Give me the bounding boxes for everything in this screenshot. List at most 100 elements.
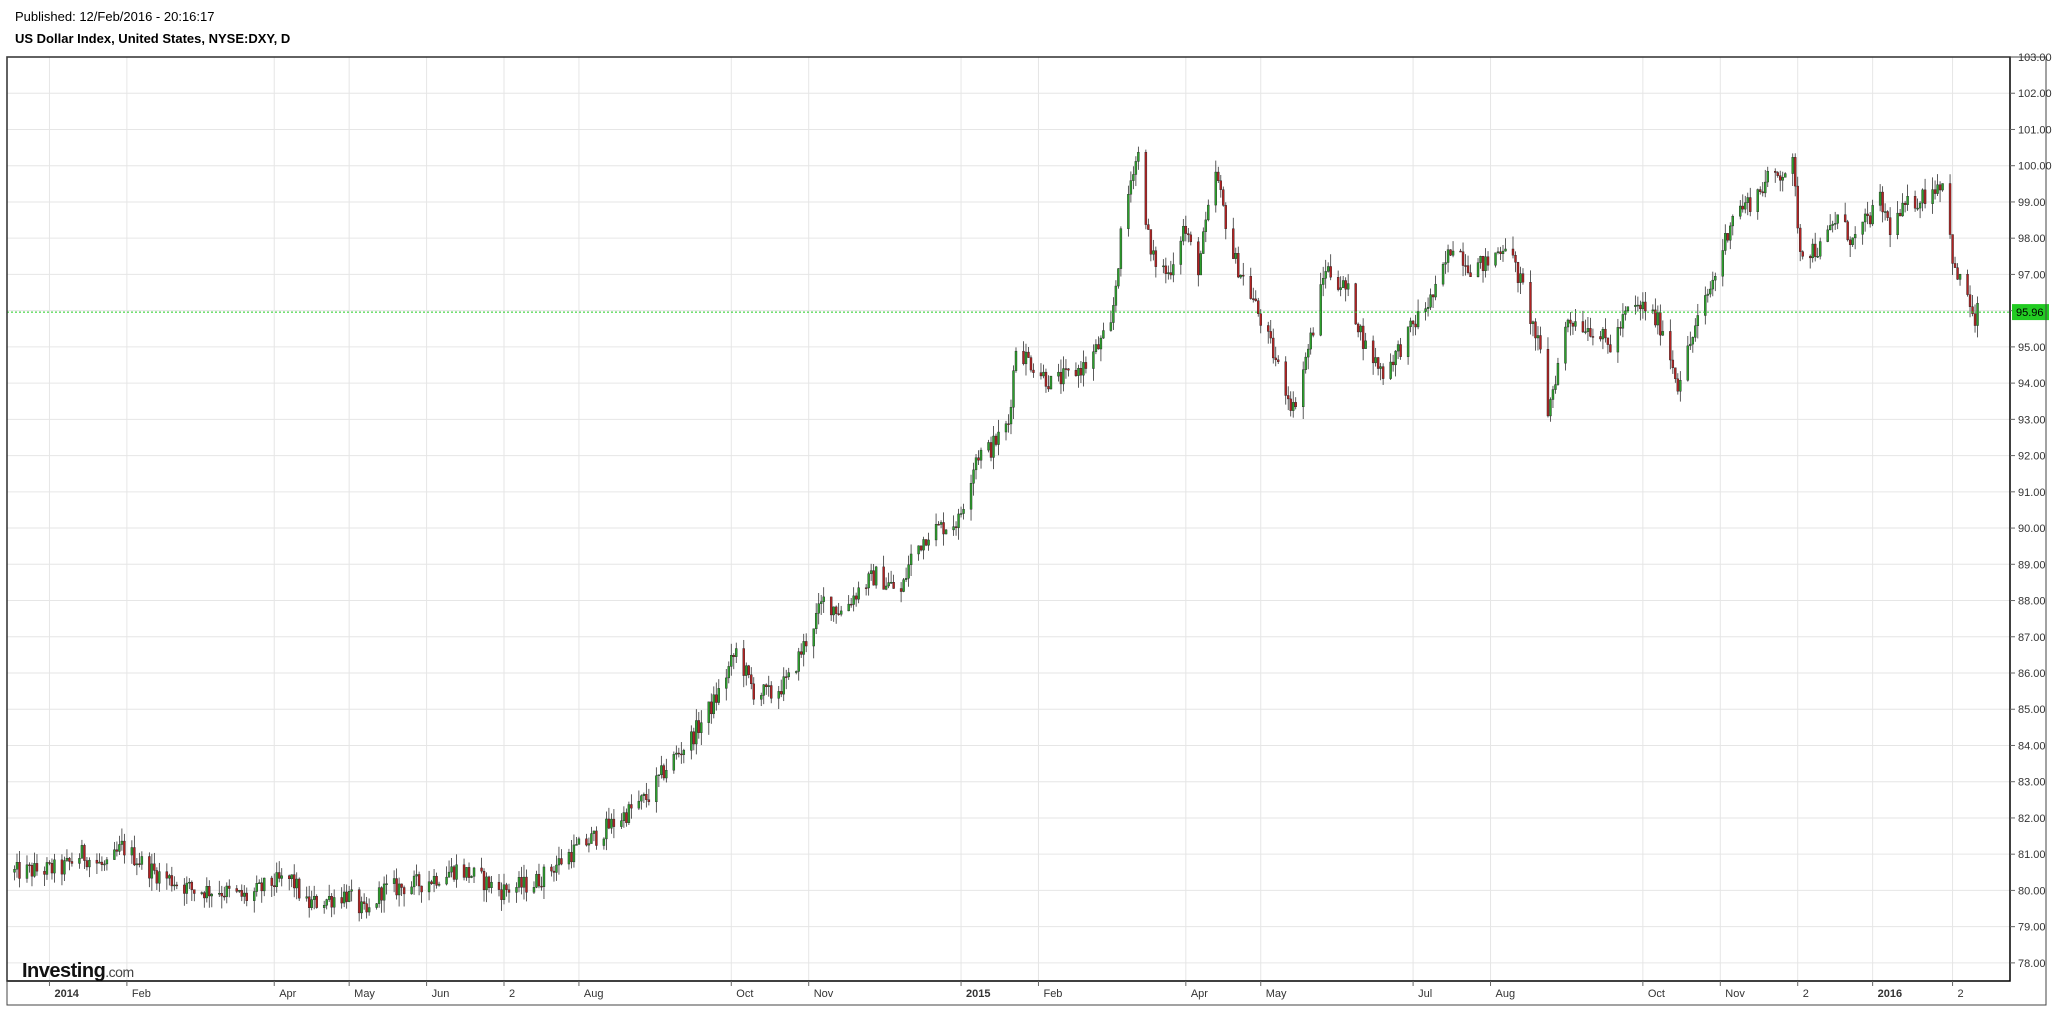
candle (1336, 270, 1340, 292)
candle (1371, 335, 1375, 375)
candle-body-up (1309, 332, 1312, 350)
candle-body-down (630, 804, 633, 809)
candle-body-up (1883, 211, 1887, 213)
candle-body-down (1759, 189, 1762, 192)
candle-body-down (1287, 395, 1290, 400)
candle-body-down (1801, 251, 1804, 257)
candle-body-down (1184, 225, 1188, 234)
candle (113, 841, 116, 860)
candle-body-up (795, 671, 798, 673)
candle (1861, 221, 1864, 245)
candle (1324, 259, 1327, 289)
candle-body-up (243, 892, 246, 897)
candle-body-down (1953, 263, 1957, 268)
candle (837, 602, 840, 616)
candle-body-down (1774, 170, 1777, 173)
candle-body-down (43, 870, 46, 875)
candle-body-down (402, 887, 406, 895)
candle-body-down (1284, 361, 1287, 396)
candle-body-up (767, 685, 770, 687)
candle-body-down (1097, 344, 1100, 350)
candle (1434, 275, 1437, 301)
candle-body-down (288, 875, 291, 880)
candle-body-down (1079, 368, 1083, 376)
candle (415, 864, 418, 886)
candle-body-down (1604, 328, 1607, 339)
y-tick-label: 91.00 (2018, 487, 2046, 499)
candle (1132, 166, 1135, 190)
candle-body-up (1496, 251, 1500, 254)
candle-body-up (1132, 174, 1135, 181)
candle-body-down (1866, 213, 1869, 216)
candle (800, 643, 803, 658)
candle (552, 866, 556, 882)
candle-body-up (1731, 215, 1734, 227)
candle-body-up (902, 579, 905, 592)
candle-body-down (1217, 171, 1220, 181)
candle (1411, 320, 1415, 336)
candle-body-up (53, 859, 56, 874)
candle (100, 856, 104, 872)
candle-body-up (657, 774, 661, 777)
candle (924, 539, 928, 547)
candle-body-up (1406, 326, 1410, 357)
candle-body-down (175, 884, 179, 887)
candle-body-down (1252, 298, 1255, 300)
candle (540, 876, 543, 891)
candle (829, 596, 833, 621)
candle-body-down (1968, 294, 1972, 307)
candle (103, 860, 106, 871)
candle-body-up (485, 876, 488, 891)
candle (974, 454, 978, 480)
candle (170, 866, 174, 892)
candle (899, 582, 903, 603)
candle (869, 563, 873, 581)
candle (590, 826, 593, 844)
candle-body-down (977, 457, 980, 461)
candle (1259, 309, 1262, 334)
candle-body-down (505, 884, 508, 890)
candle-body-up (490, 881, 493, 888)
candle-body-up (814, 613, 818, 630)
candle (812, 628, 815, 659)
investing-logo[interactable]: Investing.com (22, 960, 134, 982)
candle-body-up (622, 812, 626, 821)
y-tick-label: 84.00 (2018, 740, 2046, 752)
y-tick-label: 78.00 (2018, 958, 2046, 970)
candle (70, 852, 74, 867)
candle (907, 555, 910, 587)
candle-body-down (482, 870, 486, 891)
candle (1494, 252, 1497, 268)
candle (542, 864, 546, 899)
candle-body-up (620, 820, 623, 827)
candle (1936, 174, 1939, 196)
candle (153, 852, 156, 875)
candle-body-up (1129, 180, 1133, 195)
candle (175, 881, 179, 890)
candle-body-down (1269, 331, 1272, 339)
candle (752, 677, 755, 705)
candle-body-down (1257, 300, 1260, 314)
candle (1376, 356, 1380, 376)
candle-body-up (150, 863, 154, 879)
candle-body-up (1624, 310, 1627, 315)
candle-body-down (1154, 250, 1158, 267)
candle (817, 593, 820, 625)
candle (1923, 178, 1927, 209)
candle (1851, 237, 1854, 247)
candle (208, 880, 211, 908)
candle-body-down (520, 877, 523, 888)
candle (33, 852, 36, 878)
candle (1414, 314, 1417, 336)
candle (385, 874, 388, 895)
candle-body-up (135, 863, 139, 866)
candle (1464, 254, 1467, 276)
candle (785, 669, 788, 690)
candle (762, 684, 765, 705)
candle (173, 876, 176, 891)
candle-body-up (1214, 171, 1217, 206)
candle-body-down (1654, 309, 1657, 326)
candle (307, 885, 311, 918)
y-tick-label: 98.00 (2018, 233, 2046, 245)
